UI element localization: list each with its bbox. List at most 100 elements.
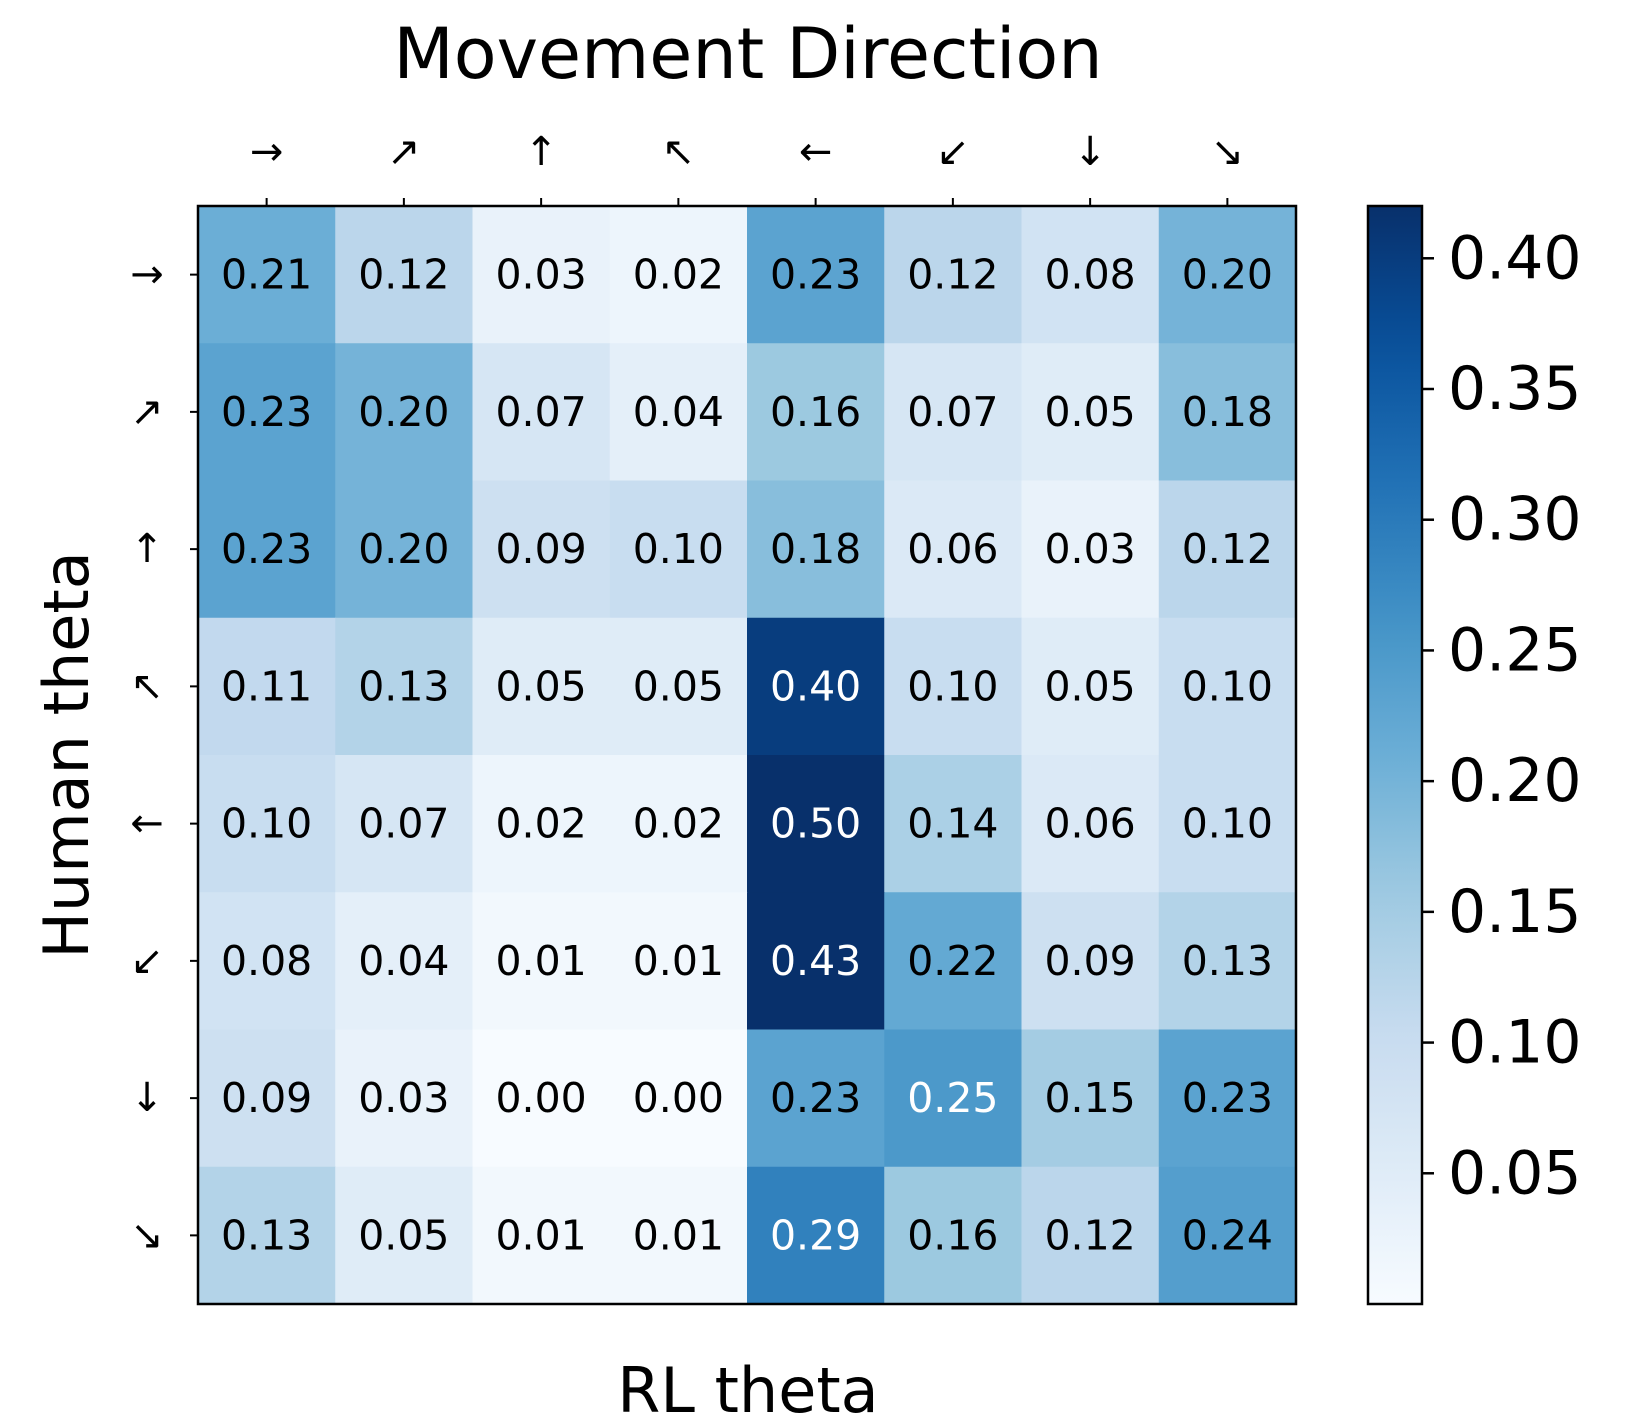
heatmap-cell [1158, 1029, 1297, 1168]
cell-value-label: 0.12 [358, 251, 449, 299]
heatmap-cell [1021, 1166, 1160, 1305]
cell-value-label: 0.03 [1044, 525, 1135, 573]
heatmap-cell [472, 617, 611, 756]
cell-value-label: 0.01 [633, 937, 724, 985]
cell-value-label: 0.01 [633, 1211, 724, 1259]
heatmap-cell [747, 1029, 885, 1168]
heatmap-cell [472, 1166, 611, 1305]
cell-value-label: 0.29 [770, 1211, 861, 1259]
heatmap-cell-labels: 0.21 0.12 0.03 0.02 0.23 0.12 0.08 0.20 0.23 0.20… [221, 251, 1273, 1260]
cell-value-label: 0.16 [770, 388, 861, 436]
cell-value-label: 0.03 [358, 1074, 449, 1122]
cell-value-label: 0.05 [1044, 662, 1135, 710]
cell-value-label: 0.07 [907, 388, 998, 436]
heatmap-cell [335, 755, 474, 893]
heatmap-cell [1021, 755, 1160, 893]
cell-value-label: 0.09 [1044, 937, 1135, 985]
heatmap-cell [1158, 1166, 1297, 1305]
cell-value-label: 0.23 [770, 1074, 861, 1122]
heatmap-cell [747, 343, 885, 482]
heatmap-cell [335, 1029, 474, 1168]
heatmap-cell [747, 892, 885, 1031]
cell-value-label: 0.43 [770, 937, 861, 985]
y-tick-label: ↙ [130, 938, 164, 984]
heatmap-cell [335, 892, 474, 1031]
colorbar-gradient [1366, 204, 1424, 1306]
cell-value-label: 0.10 [633, 525, 724, 573]
cell-value-label: 0.05 [358, 1211, 449, 1259]
heatmap-cell [747, 480, 885, 619]
heatmap-cell [884, 755, 1023, 893]
cell-value-label: 0.01 [495, 1211, 586, 1259]
cell-value-label: 0.06 [1044, 800, 1135, 848]
x-tick-labels: → ↗ ↑ ↖ ← ↙ ↓ ↘ [250, 129, 1244, 206]
heatmap-cell [198, 755, 336, 893]
y-tick-label: ↘ [130, 1212, 164, 1258]
cell-value-label: 0.23 [221, 388, 312, 436]
cell-value-label: 0.21 [221, 251, 312, 299]
colorbar-tick-label: 0.35 [1448, 354, 1582, 424]
heatmap-cell [1158, 755, 1297, 893]
heatmap-cell [472, 343, 611, 482]
heatmap-cell [884, 343, 1023, 482]
heatmap-cell [472, 206, 611, 344]
heatmap-cell [198, 1166, 336, 1305]
y-tick-label: ↓ [130, 1075, 164, 1121]
x-tick-label: ↓ [1073, 129, 1107, 175]
heatmap-cell [1021, 1029, 1160, 1168]
cell-value-label: 0.02 [633, 251, 724, 299]
cell-value-label: 0.20 [358, 388, 449, 436]
heatmap-cell [884, 1029, 1023, 1168]
cell-value-label: 0.02 [633, 800, 724, 848]
cell-value-label: 0.24 [1182, 1211, 1273, 1259]
y-tick-label: ↗ [130, 389, 164, 435]
x-tick-label: ↖ [662, 129, 696, 175]
heatmap-cells [198, 206, 1297, 1305]
colorbar-tick-label: 0.15 [1448, 877, 1582, 947]
heatmap-cell [335, 343, 474, 482]
cell-value-label: 0.05 [633, 662, 724, 710]
heatmap-cell [198, 1029, 336, 1168]
cell-value-label: 0.03 [495, 251, 586, 299]
cell-value-label: 0.07 [495, 388, 586, 436]
heatmap-cell [609, 1029, 748, 1168]
cell-value-label: 0.12 [907, 251, 998, 299]
plot-frame [196, 204, 1298, 1306]
cell-value-label: 0.12 [1182, 525, 1273, 573]
cell-value-label: 0.04 [358, 937, 449, 985]
cell-value-label: 0.13 [221, 1211, 312, 1259]
cell-value-label: 0.04 [633, 388, 724, 436]
heatmap-cell [198, 480, 336, 619]
heatmap-cell [884, 617, 1023, 756]
heatmap-cell [884, 1166, 1023, 1305]
y-tick-label: ↖ [130, 663, 164, 709]
x-tick-label: ↙ [936, 129, 970, 175]
heatmap-cell [747, 206, 885, 344]
cell-value-label: 0.50 [770, 800, 861, 848]
y-tick-label: → [130, 252, 164, 298]
cell-value-label: 0.23 [1182, 1074, 1273, 1122]
heatmap-cell [609, 480, 748, 619]
y-tick-labels: → ↗ ↑ ↖ ← ↙ ↓ ↘ [130, 252, 198, 1258]
cell-value-label: 0.01 [495, 937, 586, 985]
colorbar-tick-label: 0.25 [1448, 615, 1582, 685]
heatmap-cell [1021, 480, 1160, 619]
cell-value-label: 0.02 [495, 800, 586, 848]
colorbar-tick-label: 0.40 [1448, 223, 1582, 293]
cell-value-label: 0.13 [1182, 937, 1273, 985]
cell-value-label: 0.22 [907, 937, 998, 985]
heatmap-cell [472, 755, 611, 893]
heatmap-cell [1158, 206, 1297, 344]
heatmap-cell [472, 1029, 611, 1168]
heatmap-cell [198, 343, 336, 482]
heatmap-cell [335, 1166, 474, 1305]
cell-value-label: 0.05 [1044, 388, 1135, 436]
cell-value-label: 0.16 [907, 1211, 998, 1259]
heatmap-cell [1158, 892, 1297, 1031]
heatmap-cell [1158, 480, 1297, 619]
heatmap-cell [609, 1166, 748, 1305]
heatmap-cell [609, 343, 748, 482]
heatmap-cell [747, 755, 885, 893]
heatmap-cell [747, 1166, 885, 1305]
heatmap-cell [472, 892, 611, 1031]
